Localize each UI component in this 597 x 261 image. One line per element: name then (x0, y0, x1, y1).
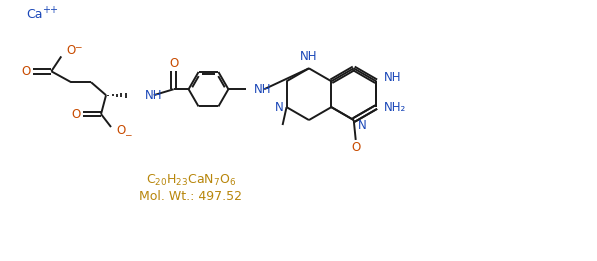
Text: NH₂: NH₂ (384, 101, 407, 114)
Text: O: O (66, 44, 75, 57)
Text: Mol. Wt.: 497.52: Mol. Wt.: 497.52 (139, 190, 242, 203)
Text: C$_{20}$H$_{23}$CaN$_{7}$O$_{6}$: C$_{20}$H$_{23}$CaN$_{7}$O$_{6}$ (146, 173, 236, 188)
Text: O: O (169, 57, 179, 70)
Text: N: N (275, 101, 284, 114)
Text: N: N (358, 118, 367, 132)
Text: −: − (124, 130, 131, 139)
Text: −: − (74, 42, 82, 51)
Text: ++: ++ (42, 5, 59, 15)
Text: NH: NH (254, 83, 272, 96)
Text: NH: NH (384, 71, 402, 84)
Text: O: O (22, 65, 31, 78)
Text: O: O (351, 141, 361, 155)
Text: NH: NH (300, 50, 318, 63)
Text: O: O (116, 124, 125, 138)
Text: O: O (72, 108, 81, 121)
Text: Ca: Ca (26, 8, 43, 21)
Text: NH: NH (145, 89, 162, 102)
